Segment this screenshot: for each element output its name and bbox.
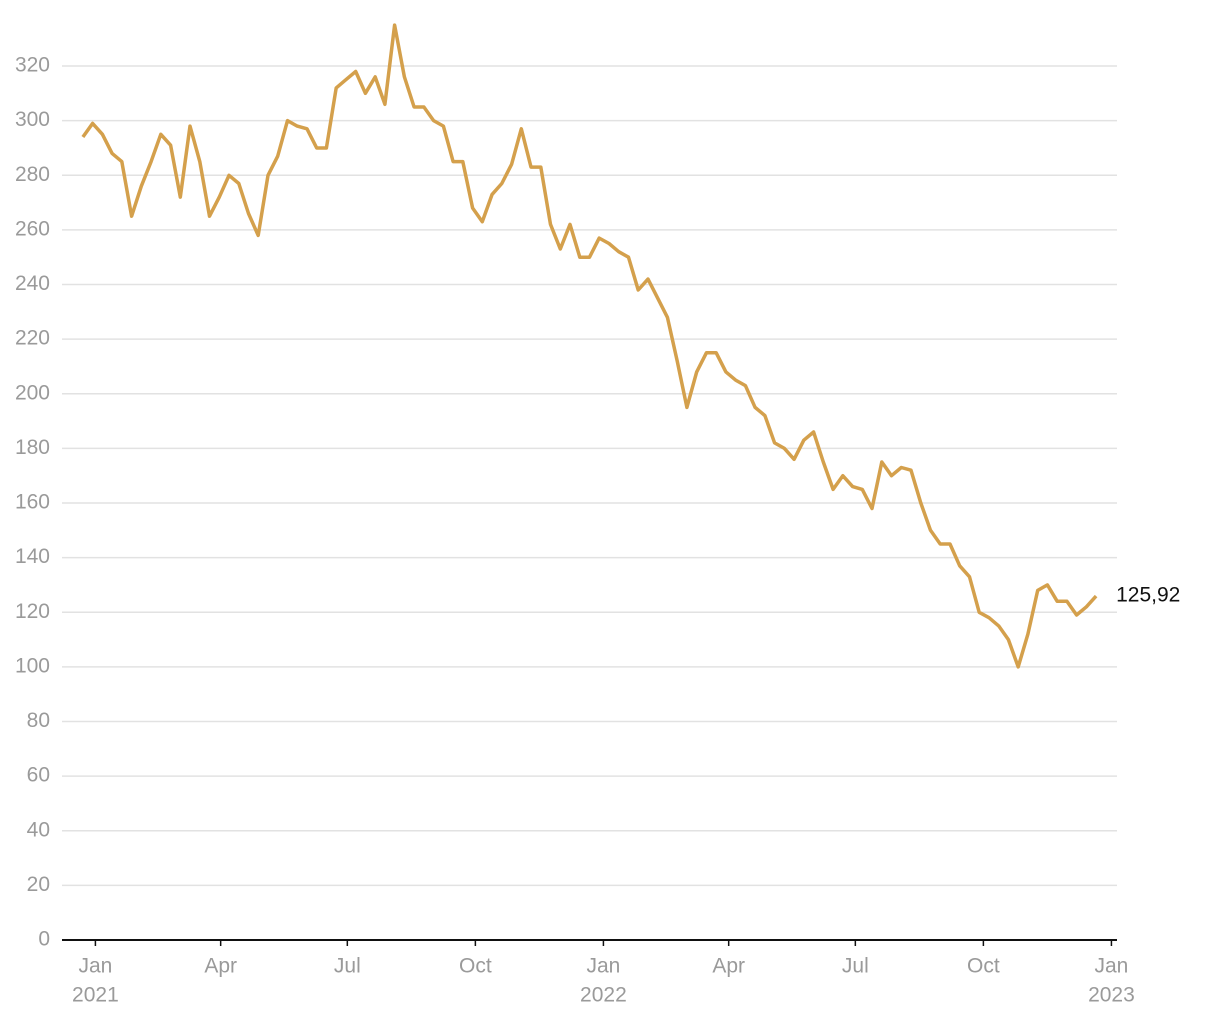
y-tick-label: 300 bbox=[15, 108, 50, 131]
x-tick-label: Apr bbox=[204, 955, 237, 978]
y-tick-label: 200 bbox=[15, 381, 50, 404]
x-tick-label: Jan bbox=[1095, 955, 1129, 978]
y-tick-label: 220 bbox=[15, 327, 50, 350]
y-tick-label: 320 bbox=[15, 54, 50, 77]
y-tick-label: 260 bbox=[15, 217, 50, 240]
x-tick-label: Jul bbox=[334, 955, 361, 978]
end-value-label: 125,92 bbox=[1116, 584, 1180, 607]
y-tick-label: 140 bbox=[15, 545, 50, 568]
y-tick-label: 40 bbox=[27, 818, 50, 841]
y-tick-label: 0 bbox=[38, 928, 50, 951]
x-tick-label: Jul bbox=[842, 955, 869, 978]
y-tick-label: 180 bbox=[15, 436, 50, 459]
price-line bbox=[81, 23, 1098, 669]
y-tick-label: 280 bbox=[15, 163, 50, 186]
x-tick-year: 2023 bbox=[1088, 984, 1135, 1007]
y-tick-label: 100 bbox=[15, 654, 50, 677]
y-tick-label: 80 bbox=[27, 709, 50, 732]
y-tick-label: 160 bbox=[15, 491, 50, 514]
x-tick-label: Jan bbox=[586, 955, 620, 978]
x-tick-year: 2022 bbox=[580, 984, 627, 1007]
x-tick-label: Oct bbox=[967, 955, 1000, 978]
x-tick-year: 2021 bbox=[72, 984, 119, 1007]
y-tick-label: 60 bbox=[27, 764, 50, 787]
x-tick-label: Apr bbox=[712, 955, 745, 978]
x-tick-label: Jan bbox=[78, 955, 112, 978]
y-tick-label: 20 bbox=[27, 873, 50, 896]
y-tick-label: 120 bbox=[15, 600, 50, 623]
y-tick-label: 240 bbox=[15, 272, 50, 295]
x-tick-label: Oct bbox=[459, 955, 492, 978]
